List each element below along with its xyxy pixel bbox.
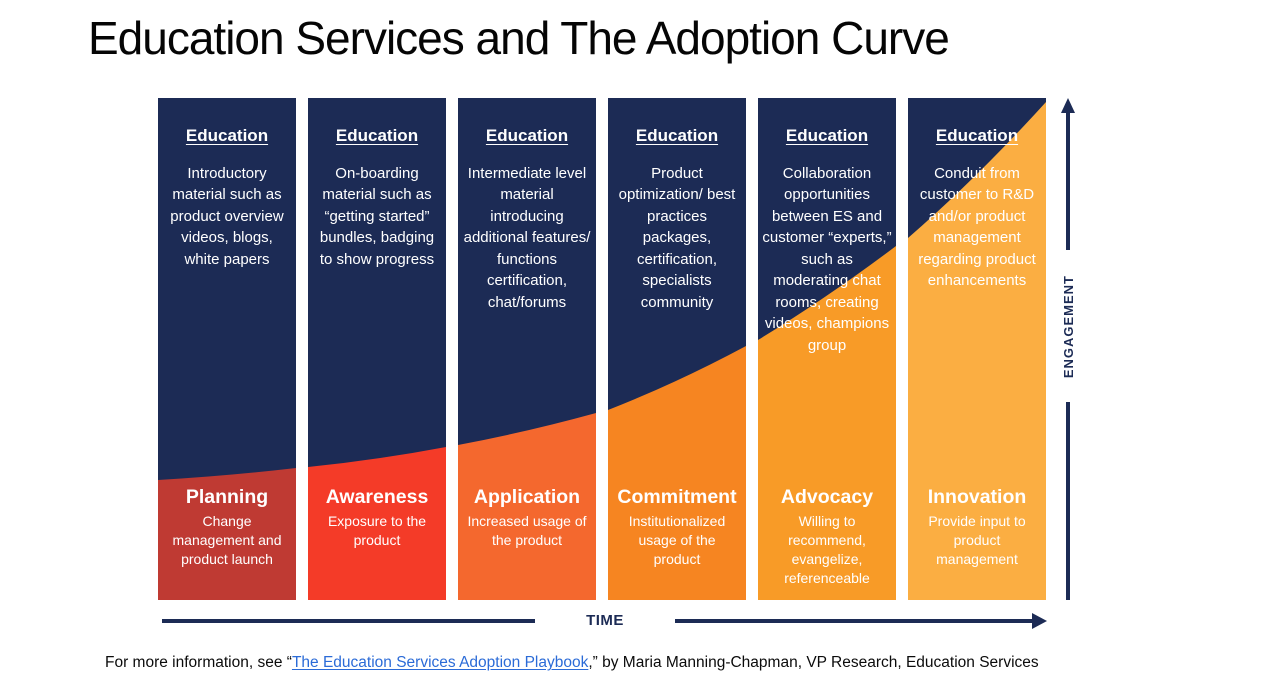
stage-description: Institutionalized usage of the product: [628, 513, 726, 568]
footer-note: For more information, see “The Education…: [105, 654, 1039, 672]
stage-description: Change management and product launch: [172, 513, 282, 568]
time-axis-label: TIME: [586, 612, 624, 629]
engagement-axis-line-bottom: [1066, 402, 1070, 600]
curve-fill-awareness: [308, 447, 446, 600]
column-advocacy: Education Collaboration opportunities be…: [758, 98, 896, 600]
curve-fill-advocacy: [758, 246, 896, 600]
time-axis-arrowhead-icon: [1032, 613, 1047, 629]
education-heading: Education: [635, 126, 719, 145]
engagement-axis-label-wrap: ENGAGEMENT: [1050, 256, 1086, 398]
footer-text-prefix: For more information, see “: [105, 654, 292, 671]
education-description: Product optimization/ best practices pac…: [618, 165, 736, 311]
curve-fill-commitment: [608, 346, 746, 600]
stage-title: Innovation: [927, 486, 1027, 508]
stage-block-advocacy: Advocacy Willing to recommend, evangeliz…: [758, 486, 896, 588]
stage-block-innovation: Innovation Provide input to product mana…: [908, 486, 1046, 569]
stage-title: Advocacy: [780, 486, 874, 508]
column-application: Education Intermediate level material in…: [458, 98, 596, 600]
stage-description: Willing to recommend, evangelize, refere…: [784, 513, 870, 587]
education-heading: Education: [185, 126, 269, 145]
education-heading: Education: [785, 126, 869, 145]
education-description: Introductory material such as product ov…: [170, 165, 284, 268]
stage-title: Commitment: [617, 486, 737, 508]
column-commitment: Education Product optimization/ best pra…: [608, 98, 746, 600]
stage-description: Provide input to product management: [928, 513, 1026, 568]
curve-fill-innovation: [908, 102, 1046, 600]
column-awareness: Education On-boarding material such as “…: [308, 98, 446, 600]
education-description: Conduit from customer to R&D and/or prod…: [918, 165, 1036, 290]
education-heading: Education: [335, 126, 419, 145]
stage-block-application: Application Increased usage of the produ…: [458, 486, 596, 550]
curve-fill-planning: [158, 468, 296, 600]
time-axis-line-left: [162, 619, 535, 623]
education-heading: Education: [485, 126, 569, 145]
stage-title: Planning: [185, 486, 269, 508]
stage-block-awareness: Awareness Exposure to the product: [308, 486, 446, 550]
engagement-axis-line-top: [1066, 112, 1070, 250]
stage-description: Exposure to the product: [327, 513, 427, 549]
engagement-axis-arrowhead-icon: [1061, 98, 1075, 113]
stage-description: Increased usage of the product: [467, 513, 587, 549]
education-description: On-boarding material such as “getting st…: [319, 165, 435, 268]
adoption-columns: Education Introductory material such as …: [158, 98, 1046, 600]
page-title: Education Services and The Adoption Curv…: [88, 12, 950, 64]
education-heading: Education: [935, 126, 1019, 145]
column-planning: Education Introductory material such as …: [158, 98, 296, 600]
education-description: Intermediate level material introducing …: [463, 165, 591, 311]
curve-fill-application: [458, 413, 596, 600]
playbook-link[interactable]: The Education Services Adoption Playbook: [291, 654, 589, 671]
stage-block-planning: Planning Change management and product l…: [158, 486, 296, 569]
footer-text-suffix: ,” by Maria Manning-Chapman, VP Research…: [588, 654, 1039, 671]
stage-block-commitment: Commitment Institutionalized usage of th…: [608, 486, 746, 569]
time-axis-line-right: [675, 619, 1032, 623]
education-description: Collaboration opportunities between ES a…: [762, 165, 892, 354]
stage-title: Application: [473, 486, 581, 508]
engagement-axis-label: ENGAGEMENT: [1060, 275, 1076, 379]
column-innovation: Education Conduit from customer to R&D a…: [908, 98, 1046, 600]
stage-title: Awareness: [325, 486, 429, 508]
